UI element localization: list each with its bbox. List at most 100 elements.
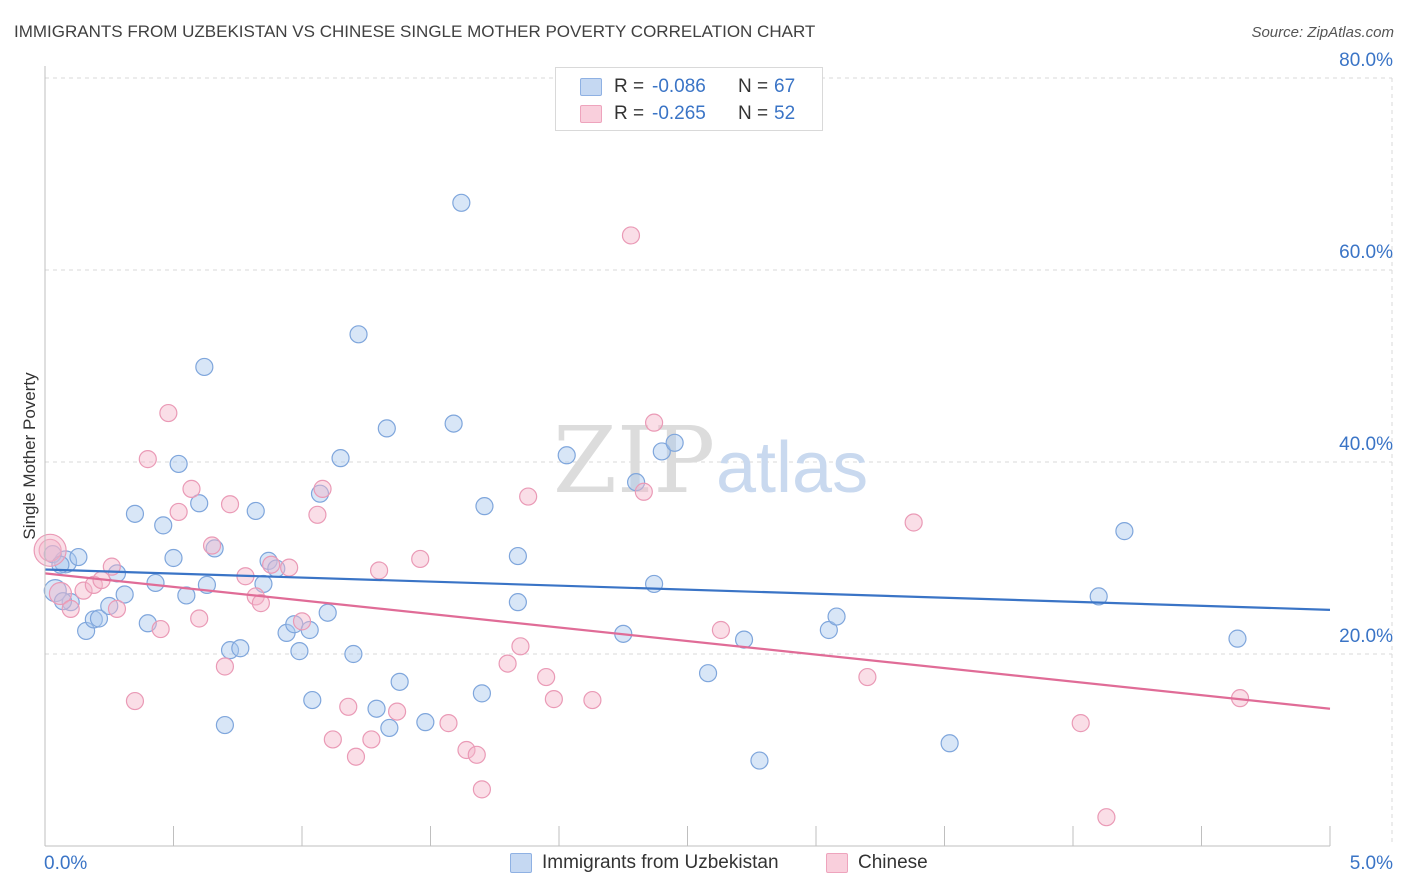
chinese-point xyxy=(262,555,281,574)
uzbekistan-point xyxy=(169,454,188,474)
chinese-point xyxy=(339,697,358,716)
uzbekistan-point xyxy=(377,419,396,438)
uzbekistan-point xyxy=(190,494,209,513)
uzbekistan-point xyxy=(472,684,491,703)
legend-swatch-blue xyxy=(510,853,532,873)
chinese-point xyxy=(202,536,222,555)
uzbekistan-point xyxy=(53,592,73,611)
uzbekistan-point xyxy=(475,497,494,516)
y-tick-label: 60.0% xyxy=(1339,242,1393,263)
chinese-point xyxy=(190,609,209,628)
uzbekistan-point xyxy=(125,504,145,523)
chinese-point xyxy=(138,450,157,469)
source-label: Source: ZipAtlas.com xyxy=(1251,24,1394,41)
uzbekistan-point xyxy=(452,193,471,212)
uzbekistan-point xyxy=(416,713,435,732)
uzbekistan-point xyxy=(215,715,234,735)
uzbekistan-point xyxy=(940,734,959,753)
chinese-point xyxy=(151,619,170,639)
chinese-point xyxy=(387,702,407,721)
uzbekistan-point xyxy=(626,473,646,492)
chinese-point xyxy=(308,505,327,524)
uzbekistan-point xyxy=(69,547,88,567)
uzbekistan-point xyxy=(89,609,109,628)
uzbekistan-point xyxy=(665,433,684,452)
uzbekistan-point xyxy=(195,357,214,377)
uzbekistan-point xyxy=(1228,629,1247,648)
chinese-point xyxy=(537,667,556,687)
n-value: 52 xyxy=(774,103,796,124)
chinese-point xyxy=(362,730,381,749)
chinese-point xyxy=(904,513,923,532)
chinese-trend-line xyxy=(44,572,1331,710)
legend-label-uzbekistan: Immigrants from Uzbekistan xyxy=(542,852,779,873)
correlation-legend: R = -0.086 N = 67 R = -0.265 N = 52 xyxy=(555,67,823,131)
uzbekistan-point xyxy=(444,414,463,433)
chinese-point xyxy=(511,637,530,656)
r-value: -0.086 xyxy=(652,76,706,97)
uzbekistan-trend-line xyxy=(44,568,1331,611)
chinese-point xyxy=(498,654,517,673)
uzbekistan-point xyxy=(290,642,309,661)
chinese-point xyxy=(48,581,73,606)
chinese-point xyxy=(169,502,188,522)
legend-swatch-blue xyxy=(580,78,602,96)
legend-item-uzbekistan: Immigrants from Uzbekistan xyxy=(510,852,779,874)
n-label: N = xyxy=(738,76,769,97)
chinese-point xyxy=(634,482,653,501)
uzbekistan-point xyxy=(819,620,838,640)
uzbekistan-point xyxy=(367,699,386,718)
chinese-point xyxy=(1071,714,1090,733)
chinese-point xyxy=(74,581,93,600)
uzbekistan-point xyxy=(61,593,80,612)
chinese-point xyxy=(159,403,178,423)
uzbekistan-point xyxy=(380,718,399,738)
chinese-point xyxy=(107,599,127,618)
chinese-point xyxy=(292,612,312,631)
legend-row-chinese: R = -0.265 N = 52 xyxy=(580,102,795,126)
chinese-point xyxy=(215,657,234,676)
chinese-point xyxy=(251,594,270,613)
uzbekistan-point xyxy=(231,639,250,658)
x-tick-label: 5.0% xyxy=(1350,853,1393,874)
n-value: 67 xyxy=(774,76,796,97)
legend-swatch-pink xyxy=(580,105,602,123)
chinese-point xyxy=(125,691,145,711)
uzbekistan-point xyxy=(146,573,165,593)
chinese-point xyxy=(583,690,602,710)
n-label: N = xyxy=(738,103,769,124)
chinese-point xyxy=(323,730,342,749)
chinese-point xyxy=(621,226,641,245)
uzbekistan-point xyxy=(84,610,103,629)
chinese-point xyxy=(346,747,366,766)
legend-swatch-pink xyxy=(826,853,848,873)
x-tick-label: 0.0% xyxy=(44,853,87,874)
series-legend: Immigrants from Uzbekistan Chinese xyxy=(0,852,1406,876)
legend-label-chinese: Chinese xyxy=(858,852,928,873)
y-tick-label: 40.0% xyxy=(1339,434,1393,455)
uzbekistan-point xyxy=(344,644,363,664)
r-value: -0.265 xyxy=(652,103,706,124)
uzbekistan-point xyxy=(349,325,368,344)
chinese-point xyxy=(370,561,389,580)
chinese-point xyxy=(467,745,486,764)
uzbekistan-point xyxy=(750,751,769,770)
chinese-point xyxy=(457,740,476,760)
chinese-point xyxy=(411,549,430,569)
uzbekistan-point xyxy=(310,484,330,503)
y-tick-label: 20.0% xyxy=(1339,626,1393,647)
uzbekistan-point xyxy=(390,672,409,691)
uzbekistan-point xyxy=(508,546,527,566)
chinese-point xyxy=(313,479,332,498)
chinese-point xyxy=(33,533,67,567)
chinese-point xyxy=(280,558,299,577)
uzbekistan-point xyxy=(115,585,134,604)
uzbekistan-point xyxy=(557,446,576,465)
uzbekistan-point xyxy=(164,548,183,568)
uzbekistan-point xyxy=(303,690,322,710)
y-tick-label: 80.0% xyxy=(1339,50,1393,71)
chart-title: IMMIGRANTS FROM UZBEKISTAN VS CHINESE SI… xyxy=(14,22,816,41)
uzbekistan-point xyxy=(154,516,173,535)
chinese-point xyxy=(544,690,563,709)
